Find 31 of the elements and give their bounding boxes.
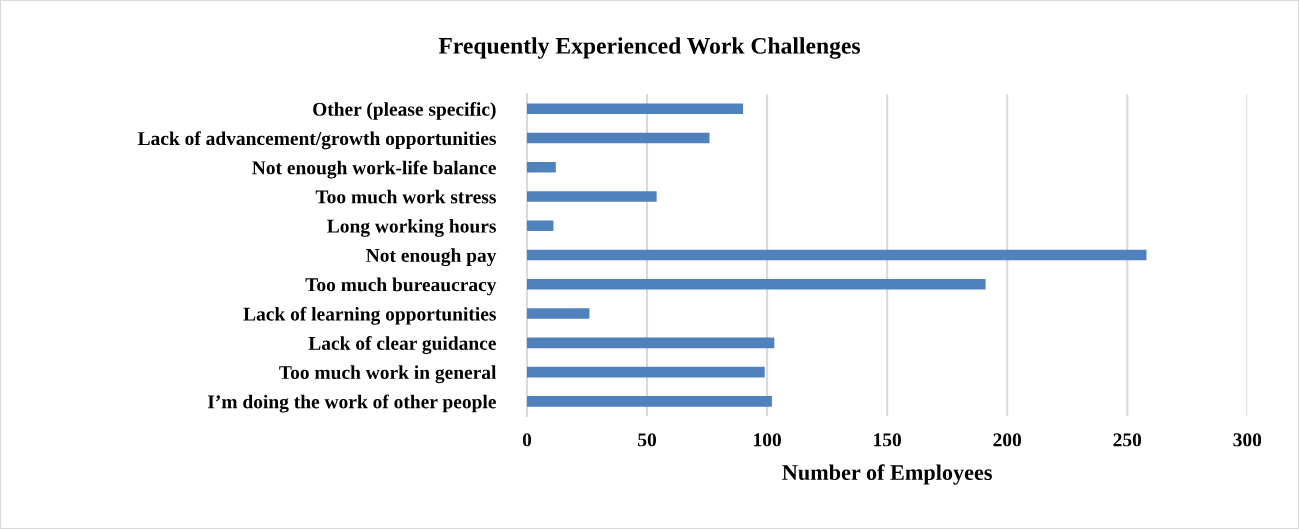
y-tick-label: Long working hours	[327, 219, 496, 237]
bar	[527, 279, 986, 290]
x-tick-label: 100	[754, 433, 781, 447]
bar	[527, 308, 590, 319]
x-tick-label: 50	[638, 433, 657, 447]
y-tick-label: Other (please specific)	[313, 101, 496, 120]
y-tick-label: Too much bureaucracy	[305, 277, 497, 296]
x-tick-label: 0	[522, 433, 532, 447]
x-tick-label: 300	[1233, 433, 1262, 447]
y-tick-label: Lack of learning opportunities	[243, 306, 496, 325]
bar	[527, 220, 554, 232]
x-tick-label: 200	[993, 433, 1022, 447]
y-tick-label: Lack of clear guidance	[308, 336, 496, 354]
x-axis-title: Number of Employees	[782, 464, 992, 485]
y-tick-label: I’m doing the work of other people	[207, 394, 496, 413]
bar	[527, 191, 657, 202]
x-tick-label: 250	[1113, 433, 1142, 447]
y-tick-label: Too much work stress	[315, 189, 496, 204]
bar	[527, 366, 765, 378]
bar	[527, 103, 744, 115]
bar	[527, 337, 775, 349]
bar	[527, 396, 772, 407]
chart-title: Frequently Experienced Work Challenges	[438, 37, 861, 59]
bar	[527, 162, 556, 173]
y-tick-label: Not enough pay	[366, 248, 497, 267]
x-tick-label: 150	[874, 433, 901, 447]
bar	[527, 249, 1147, 261]
bar	[527, 132, 710, 144]
y-tick-label: Too much work in general	[279, 365, 497, 384]
y-tick-label: Lack of advancement/growth opportunities	[137, 131, 496, 150]
y-tick-label: Not enough work-life balance	[252, 160, 496, 179]
